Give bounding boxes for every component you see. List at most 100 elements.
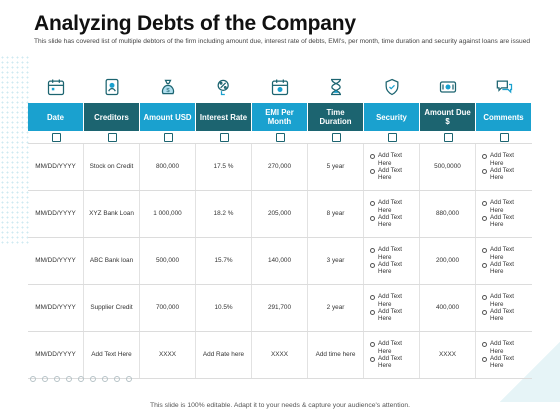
money-bag-icon: $ bbox=[140, 76, 196, 98]
cell-emi: 270,000 bbox=[252, 144, 308, 190]
cell-amount-due: 200,000 bbox=[420, 238, 476, 284]
list-item: Add Text Here bbox=[369, 152, 415, 167]
list-item: Add Text Here bbox=[369, 246, 415, 261]
checkbox-security[interactable] bbox=[387, 133, 397, 142]
checkbox-comments[interactable] bbox=[499, 133, 509, 142]
cell-comments: Add Text Here Add Text Here bbox=[476, 285, 532, 331]
interest-rate-icon bbox=[196, 76, 252, 98]
creditors-icon bbox=[84, 76, 140, 98]
cell-amount-due: 500,0000 bbox=[420, 144, 476, 190]
cell-emi: 205,000 bbox=[252, 191, 308, 237]
list-item: Add Text Here bbox=[369, 355, 415, 370]
list-item: Add Text Here bbox=[369, 293, 415, 308]
checkbox-time-duration[interactable] bbox=[331, 133, 341, 142]
list-item: Add Text Here bbox=[481, 152, 528, 167]
cell-interest: 15.7% bbox=[196, 238, 252, 284]
page-title: Analyzing Debts of the Company bbox=[34, 12, 356, 35]
list-item: Add Text Here bbox=[369, 308, 415, 323]
column-icons-row: $ bbox=[28, 76, 532, 98]
list-item: Add Text Here bbox=[481, 214, 528, 229]
svg-text:$: $ bbox=[166, 88, 170, 94]
list-item: Add Text Here bbox=[481, 167, 528, 182]
list-item: Add Text Here bbox=[369, 214, 415, 229]
page-subtitle: This slide has covered list of multiple … bbox=[34, 38, 531, 45]
cell-emi: 291,700 bbox=[252, 285, 308, 331]
list-item: Add Text Here bbox=[481, 355, 528, 370]
checkbox-amount-usd[interactable] bbox=[163, 133, 173, 142]
cell-amount: 700,000 bbox=[140, 285, 196, 331]
cell-interest: 10.5% bbox=[196, 285, 252, 331]
list-item: Add Text Here bbox=[369, 340, 415, 355]
debts-table: MM/DD/YYYY Stock on Credit 800,000 17.5 … bbox=[28, 143, 532, 379]
amount-due-icon bbox=[420, 76, 476, 98]
cell-date: MM/DD/YYYY bbox=[28, 191, 84, 237]
cell-date: MM/DD/YYYY bbox=[28, 285, 84, 331]
cell-creditor: Supplier Credit bbox=[84, 285, 140, 331]
checkbox-amount-due[interactable] bbox=[443, 133, 453, 142]
list-item: Add Text Here bbox=[481, 246, 528, 261]
column-header-amount-due: Amount Due $ bbox=[420, 103, 476, 131]
table-row: MM/DD/YYYY Stock on Credit 800,000 17.5 … bbox=[28, 144, 532, 191]
security-shield-icon bbox=[364, 76, 420, 98]
cell-security: Add Text Here Add Text Here bbox=[364, 332, 420, 378]
cell-amount: 1 000,000 bbox=[140, 191, 196, 237]
cell-amount-due: 400,000 bbox=[420, 285, 476, 331]
cell-emi: 140,000 bbox=[252, 238, 308, 284]
list-item: Add Text Here bbox=[369, 261, 415, 276]
column-header-time-duration: Time Duration bbox=[308, 103, 364, 131]
cell-amount: 500,000 bbox=[140, 238, 196, 284]
calendar-money-icon bbox=[252, 76, 308, 98]
cell-interest: 18.2 % bbox=[196, 191, 252, 237]
list-item: Add Text Here bbox=[481, 340, 528, 355]
cell-comments: Add Text Here Add Text Here bbox=[476, 332, 532, 378]
cell-creditor: XYZ Bank Loan bbox=[84, 191, 140, 237]
cell-security: Add Text Here Add Text Here bbox=[364, 238, 420, 284]
cell-interest: 17.5 % bbox=[196, 144, 252, 190]
list-item: Add Text Here bbox=[369, 199, 415, 214]
column-header-amount-usd: Amount USD bbox=[140, 103, 196, 131]
cell-amount-due: XXXX bbox=[420, 332, 476, 378]
hourglass-icon bbox=[308, 76, 364, 98]
column-header-emi-per-month: EMI Per Month bbox=[252, 103, 308, 131]
cell-emi: XXXX bbox=[252, 332, 308, 378]
cell-security: Add Text Here Add Text Here bbox=[364, 191, 420, 237]
table-header: Date Creditors Amount USD Interest Rate … bbox=[28, 103, 532, 131]
corner-decoration bbox=[500, 342, 560, 402]
column-header-date: Date bbox=[28, 103, 84, 131]
checkbox-interest-rate[interactable] bbox=[219, 133, 229, 142]
cell-comments: Add Text Here Add Text Here bbox=[476, 191, 532, 237]
cell-duration: 5 year bbox=[308, 144, 364, 190]
checkbox-emi-per-month[interactable] bbox=[275, 133, 285, 142]
list-item: Add Text Here bbox=[481, 293, 528, 308]
cell-security: Add Text Here Add Text Here bbox=[364, 144, 420, 190]
cell-duration: Add time here bbox=[308, 332, 364, 378]
column-header-security: Security bbox=[364, 103, 420, 131]
cell-security: Add Text Here Add Text Here bbox=[364, 285, 420, 331]
decorative-dots bbox=[30, 376, 132, 382]
cell-comments: Add Text Here Add Text Here bbox=[476, 144, 532, 190]
table-row: MM/DD/YYYY Supplier Credit 700,000 10.5%… bbox=[28, 285, 532, 332]
list-item: Add Text Here bbox=[481, 199, 528, 214]
cell-date: MM/DD/YYYY bbox=[28, 238, 84, 284]
cell-duration: 3 year bbox=[308, 238, 364, 284]
dotted-pattern-decoration bbox=[0, 55, 30, 245]
comments-icon bbox=[476, 76, 532, 98]
cell-comments: Add Text Here Add Text Here bbox=[476, 238, 532, 284]
cell-amount-due: 880,000 bbox=[420, 191, 476, 237]
cell-creditor: Stock on Credit bbox=[84, 144, 140, 190]
footer-note: This slide is 100% editable. Adapt it to… bbox=[149, 402, 411, 409]
list-item: Add Text Here bbox=[481, 308, 528, 323]
checkbox-date[interactable] bbox=[51, 133, 61, 142]
cell-duration: 8 year bbox=[308, 191, 364, 237]
cell-interest: Add Rate here bbox=[196, 332, 252, 378]
column-checkbox-row bbox=[28, 132, 532, 143]
table-row: MM/DD/YYYY XYZ Bank Loan 1 000,000 18.2 … bbox=[28, 191, 532, 238]
cell-creditor: Add Text Here bbox=[84, 332, 140, 378]
cell-creditor: ABC Bank loan bbox=[84, 238, 140, 284]
column-header-creditors: Creditors bbox=[84, 103, 140, 131]
cell-date: MM/DD/YYYY bbox=[28, 144, 84, 190]
list-item: Add Text Here bbox=[481, 261, 528, 276]
list-item: Add Text Here bbox=[369, 167, 415, 182]
column-header-interest-rate: Interest Rate bbox=[196, 103, 252, 131]
checkbox-creditors[interactable] bbox=[107, 133, 117, 142]
